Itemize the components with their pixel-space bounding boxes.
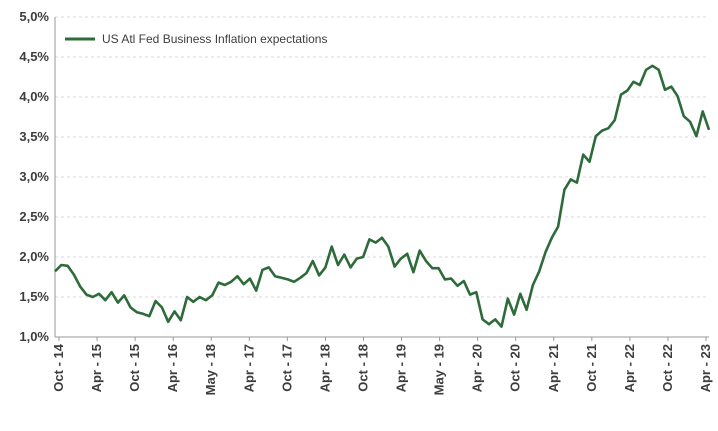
x-tick-label: Oct - 14 [51,343,66,391]
series-layer [54,64,711,328]
x-tick-label: Apr - 19 [394,344,409,392]
x-tick-label: Oct - 20 [508,344,523,392]
x-tick-label: Oct - 22 [660,344,675,392]
x-tick-label: Apr - 16 [165,344,180,392]
x-tick-label: Apr - 15 [89,344,104,392]
x-tick-label: Apr - 21 [546,344,561,392]
y-tick-label: 1,5% [19,289,49,304]
x-tick-label: May - 18 [203,344,218,395]
gridlines [55,16,709,298]
y-tick-label: 3,5% [19,129,49,144]
x-tick-label: Apr - 23 [698,344,713,392]
x-tick-label: May - 19 [432,344,447,395]
x-tick-label: Oct - 15 [127,344,142,392]
x-tick-label: Oct - 18 [355,344,370,392]
y-axis-ticks: 1,0% 1,5% 2,0% 2,5% 3,0% 3,5% 4,0% 4,5% 5,0% [19,9,49,344]
x-tick-label: Apr - 22 [622,344,637,392]
series-line [54,64,711,328]
x-tick-label: Apr - 17 [241,344,256,392]
y-tick-label: 2,0% [19,249,49,264]
x-axis-ticks: Oct - 14 Apr - 15 Oct - 15 Apr - 16 May - 18… [51,337,713,395]
axes [54,17,709,338]
y-tick-label: 5,0% [19,9,49,24]
x-tick-label: Oct - 21 [584,344,599,392]
legend: US Atl Fed Business Inflation expectatio… [65,32,327,46]
y-tick-label: 4,0% [19,89,49,104]
legend-label: US Atl Fed Business Inflation expectatio… [102,32,327,46]
y-tick-label: 4,5% [19,49,49,64]
y-tick-label: 2,5% [19,209,49,224]
y-tick-label: 1,0% [19,329,49,344]
x-tick-label: Apr - 20 [470,344,485,392]
x-tick-label: Oct - 17 [279,344,294,392]
x-tick-label: Apr - 18 [317,344,332,392]
y-tick-label: 3,0% [19,169,49,184]
